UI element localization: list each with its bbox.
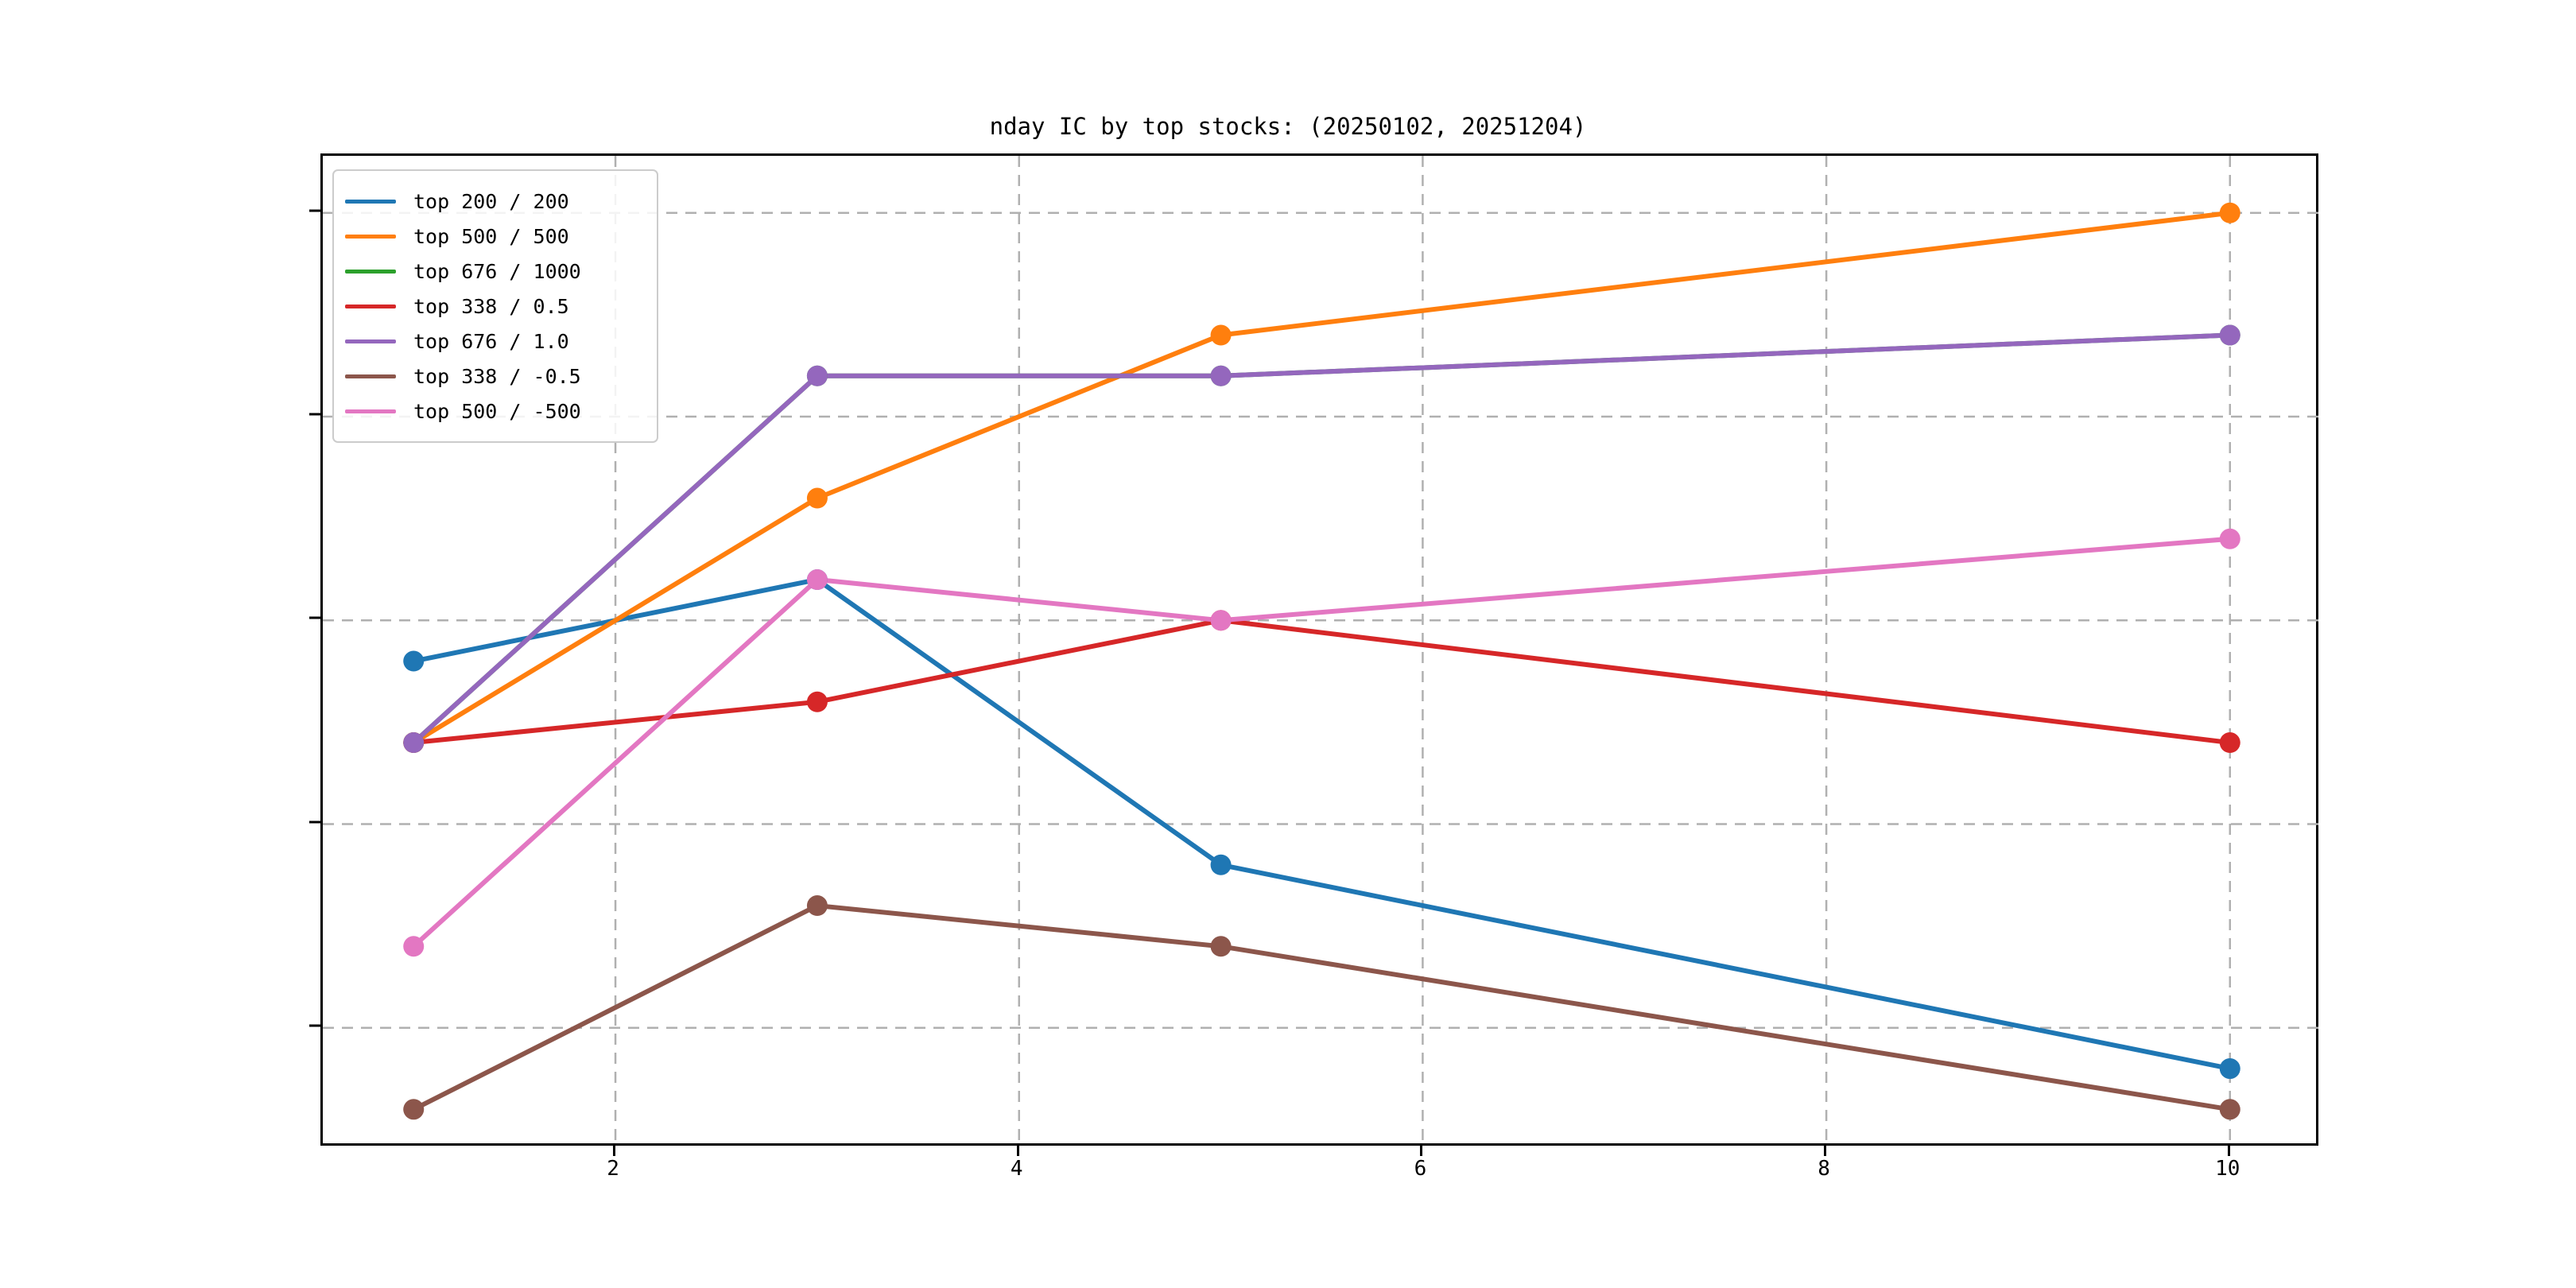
series-marker	[806, 365, 828, 386]
legend-box: top 200 / 200 top 500 / 500 top 676 / 1000…	[332, 169, 658, 443]
legend-item[interactable]: top 500 / -500	[345, 394, 642, 429]
y-axis-tick-mark	[309, 209, 320, 212]
series-marker	[2219, 732, 2240, 754]
x-axis-tick-label: 8	[1818, 1157, 1830, 1181]
legend-color-swatch	[345, 374, 396, 378]
legend-item-label: top 338 / -0.5	[413, 364, 581, 388]
legend-item-label: top 676 / 1000	[413, 259, 581, 283]
series-marker	[1210, 854, 1232, 875]
y-axis-tick-mark	[309, 1024, 320, 1027]
legend-item[interactable]: top 676 / 1.0	[345, 324, 642, 359]
legend-item[interactable]: top 338 / -0.5	[345, 359, 642, 394]
legend-item-label: top 676 / 1.0	[413, 329, 569, 353]
legend-color-swatch	[345, 304, 396, 308]
x-axis-tick-mark	[2227, 1145, 2230, 1156]
data-series-lines	[411, 210, 2233, 1112]
legend-color-swatch	[345, 234, 396, 239]
legend-item[interactable]: top 200 / 200	[345, 184, 642, 219]
series-line	[411, 332, 2233, 746]
legend-item[interactable]: top 338 / 0.5	[345, 289, 642, 324]
series-marker	[2219, 202, 2240, 223]
series-line	[411, 210, 2233, 746]
series-marker	[403, 936, 425, 957]
series-marker	[1210, 610, 1232, 631]
series-marker	[2219, 324, 2240, 346]
legend-item-label: top 200 / 200	[413, 189, 569, 213]
plot-svg	[323, 156, 2321, 1148]
legend-color-swatch	[345, 199, 396, 204]
x-axis-tick-label: 6	[1414, 1157, 1427, 1181]
series-marker	[403, 650, 425, 672]
x-axis-tick-mark	[1420, 1145, 1423, 1156]
y-axis-tick-mark	[309, 413, 320, 416]
series-line	[411, 903, 2233, 1112]
x-axis-tick-label: 2	[607, 1157, 619, 1181]
series-marker	[806, 691, 828, 712]
chart-title: nday IC by top stocks: (20250102, 202512…	[989, 113, 1587, 140]
y-axis-tick-mark	[309, 616, 320, 619]
series-line	[411, 332, 2233, 746]
legend-color-swatch	[345, 339, 396, 343]
series-marker	[403, 732, 425, 754]
x-axis-tick-label: 10	[2215, 1157, 2240, 1181]
series-marker	[1210, 365, 1232, 386]
series-line	[411, 536, 2233, 949]
series-marker	[403, 1099, 425, 1120]
series-marker	[806, 895, 828, 917]
legend-item-label: top 500 / -500	[413, 399, 581, 423]
legend-color-swatch	[345, 409, 396, 413]
legend-item-label: top 338 / 0.5	[413, 294, 569, 318]
legend-color-swatch	[345, 269, 396, 274]
series-marker	[806, 569, 828, 591]
series-marker	[806, 487, 828, 509]
series-marker	[1210, 936, 1232, 957]
legend-item[interactable]: top 500 / 500	[345, 219, 642, 254]
series-marker	[2219, 1099, 2240, 1120]
x-axis-tick-label: 4	[1010, 1157, 1023, 1181]
x-axis-tick-mark	[613, 1145, 616, 1156]
x-axis-tick-mark	[1016, 1145, 1019, 1156]
x-axis-tick-mark	[1824, 1145, 1827, 1156]
data-series-markers	[403, 202, 2240, 1120]
series-marker	[1210, 324, 1232, 346]
series-line	[411, 618, 2233, 746]
series-marker	[2219, 1058, 2240, 1080]
legend-item-label: top 500 / 500	[413, 224, 569, 248]
series-marker	[2219, 528, 2240, 549]
legend-item[interactable]: top 676 / 1000	[345, 254, 642, 289]
y-axis-tick-mark	[309, 821, 320, 824]
